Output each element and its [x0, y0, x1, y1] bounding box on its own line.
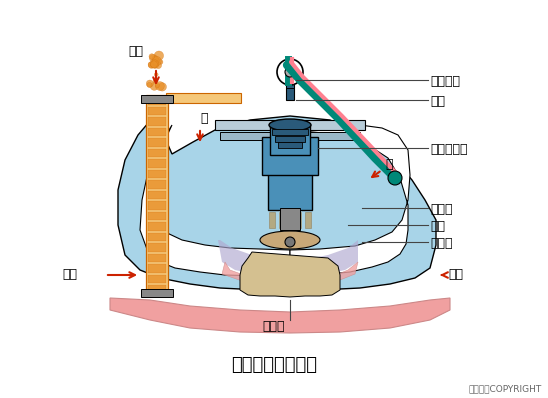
Bar — [148, 170, 166, 178]
Bar — [148, 275, 166, 283]
Bar — [148, 264, 166, 273]
Bar — [148, 212, 166, 220]
Circle shape — [148, 62, 154, 68]
Bar — [148, 222, 166, 231]
Bar — [215, 120, 365, 130]
Polygon shape — [222, 262, 358, 289]
Circle shape — [158, 60, 163, 64]
Bar — [305, 212, 311, 228]
Bar — [286, 78, 294, 100]
Bar — [148, 117, 166, 126]
Text: 吊索: 吊索 — [430, 95, 445, 108]
Bar — [269, 212, 275, 228]
Bar — [148, 254, 166, 262]
Bar — [148, 138, 166, 146]
Bar — [270, 125, 310, 155]
Bar — [275, 136, 305, 142]
Polygon shape — [290, 121, 410, 277]
Bar — [141, 289, 173, 297]
Circle shape — [149, 54, 155, 59]
Circle shape — [150, 55, 157, 62]
Bar — [148, 233, 166, 241]
Bar — [148, 243, 166, 252]
Bar — [279, 212, 285, 228]
Bar — [146, 95, 168, 295]
Bar — [148, 285, 166, 294]
Circle shape — [151, 61, 157, 68]
Bar — [286, 74, 294, 88]
Bar — [295, 212, 301, 228]
Text: 气泡: 气泡 — [62, 268, 77, 281]
Text: 水中吊索: 水中吊索 — [430, 75, 460, 88]
Bar — [280, 208, 300, 230]
Bar — [148, 191, 166, 199]
Bar — [272, 129, 308, 135]
Circle shape — [155, 58, 159, 62]
Text: 空气: 空气 — [128, 45, 143, 58]
Text: 转子: 转子 — [430, 220, 445, 233]
Circle shape — [158, 83, 167, 91]
Circle shape — [154, 72, 158, 76]
Circle shape — [147, 82, 152, 88]
Circle shape — [148, 62, 155, 68]
Bar — [148, 180, 166, 189]
Circle shape — [277, 59, 303, 85]
Text: 排出罩: 排出罩 — [430, 237, 453, 250]
Bar — [141, 95, 173, 103]
Polygon shape — [240, 252, 340, 297]
Circle shape — [156, 59, 159, 62]
Circle shape — [152, 57, 161, 66]
Text: 水: 水 — [200, 112, 208, 125]
Polygon shape — [140, 125, 290, 277]
Circle shape — [151, 61, 159, 68]
Bar — [268, 140, 312, 210]
Ellipse shape — [260, 231, 320, 249]
Text: 吸入罩: 吸入罩 — [430, 203, 453, 216]
Bar — [148, 201, 166, 210]
Bar — [262, 137, 318, 175]
Bar — [148, 107, 166, 115]
Circle shape — [153, 78, 158, 83]
Circle shape — [285, 67, 295, 77]
Text: 水下空气扩散装置: 水下空气扩散装置 — [231, 356, 317, 374]
Bar — [148, 159, 166, 168]
Text: 水中发电机: 水中发电机 — [430, 143, 467, 156]
Text: 东方仿真COPYRIGHT: 东方仿真COPYRIGHT — [469, 384, 542, 393]
Polygon shape — [110, 298, 450, 333]
Circle shape — [154, 51, 164, 60]
Circle shape — [155, 62, 162, 68]
Ellipse shape — [269, 119, 311, 131]
Text: 气泡: 气泡 — [448, 268, 463, 281]
Circle shape — [150, 82, 158, 90]
Polygon shape — [118, 115, 436, 291]
Bar — [287, 212, 293, 228]
Bar — [148, 148, 166, 157]
Bar — [220, 132, 360, 140]
Bar — [148, 128, 166, 136]
Circle shape — [152, 56, 158, 62]
Text: 水: 水 — [385, 158, 392, 171]
Circle shape — [150, 60, 159, 68]
Circle shape — [156, 82, 164, 90]
Circle shape — [146, 80, 153, 87]
Bar — [278, 142, 302, 148]
Text: 曝气口: 曝气口 — [262, 320, 284, 333]
Circle shape — [285, 237, 295, 247]
Bar — [166, 93, 241, 103]
Polygon shape — [218, 240, 358, 278]
Circle shape — [388, 171, 402, 185]
Bar — [148, 96, 166, 105]
Circle shape — [155, 83, 159, 88]
